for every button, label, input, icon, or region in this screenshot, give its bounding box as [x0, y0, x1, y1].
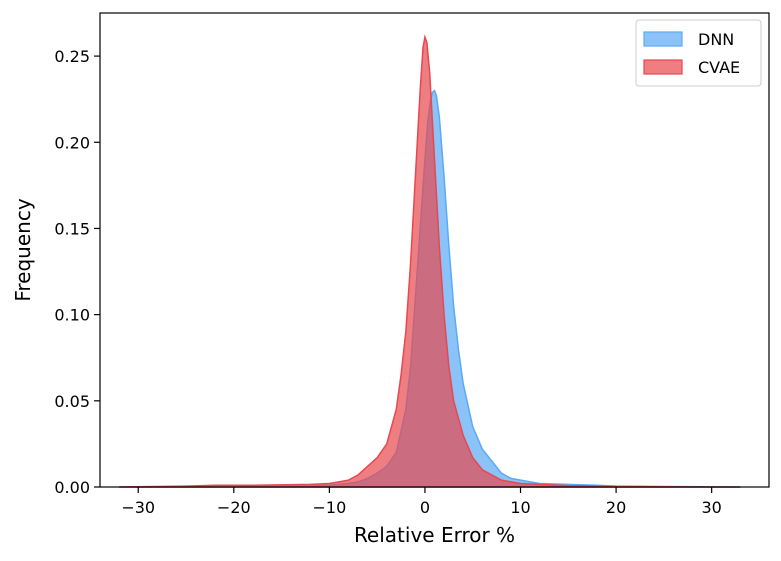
y-tick-label: 0.25 — [54, 47, 90, 66]
y-tick-label: 0.05 — [54, 392, 90, 411]
legend-swatch-cvae — [643, 59, 683, 75]
y-tick-label: 0.15 — [54, 219, 90, 238]
y-tick-label: 0.10 — [54, 306, 90, 325]
x-tick-label: −30 — [121, 498, 155, 517]
x-tick-label: 0 — [420, 498, 430, 517]
y-axis-label: Frequency — [11, 198, 35, 301]
x-axis-label: Relative Error % — [354, 523, 515, 547]
plot-frame — [99, 12, 770, 488]
x-tick-label: −10 — [312, 498, 346, 517]
y-tick-label: 0.20 — [54, 133, 90, 152]
x-tick-label: 30 — [701, 498, 721, 517]
series-areas — [119, 34, 741, 488]
legend-label-cvae: CVAE — [698, 58, 740, 77]
legend: DNN CVAE — [635, 19, 762, 87]
legend-swatch-dnn — [643, 31, 683, 47]
legend-label-dnn: DNN — [698, 30, 734, 49]
x-axis: −30 −20 −10 0 10 20 30 — [121, 487, 722, 517]
x-tick-label: 20 — [606, 498, 626, 517]
y-tick-label: 0.00 — [54, 478, 90, 497]
x-tick-label: −20 — [217, 498, 251, 517]
series-area-cvae — [119, 34, 741, 488]
x-tick-label: 10 — [510, 498, 530, 517]
y-axis: 0.00 0.05 0.10 0.15 0.20 0.25 — [54, 47, 100, 497]
